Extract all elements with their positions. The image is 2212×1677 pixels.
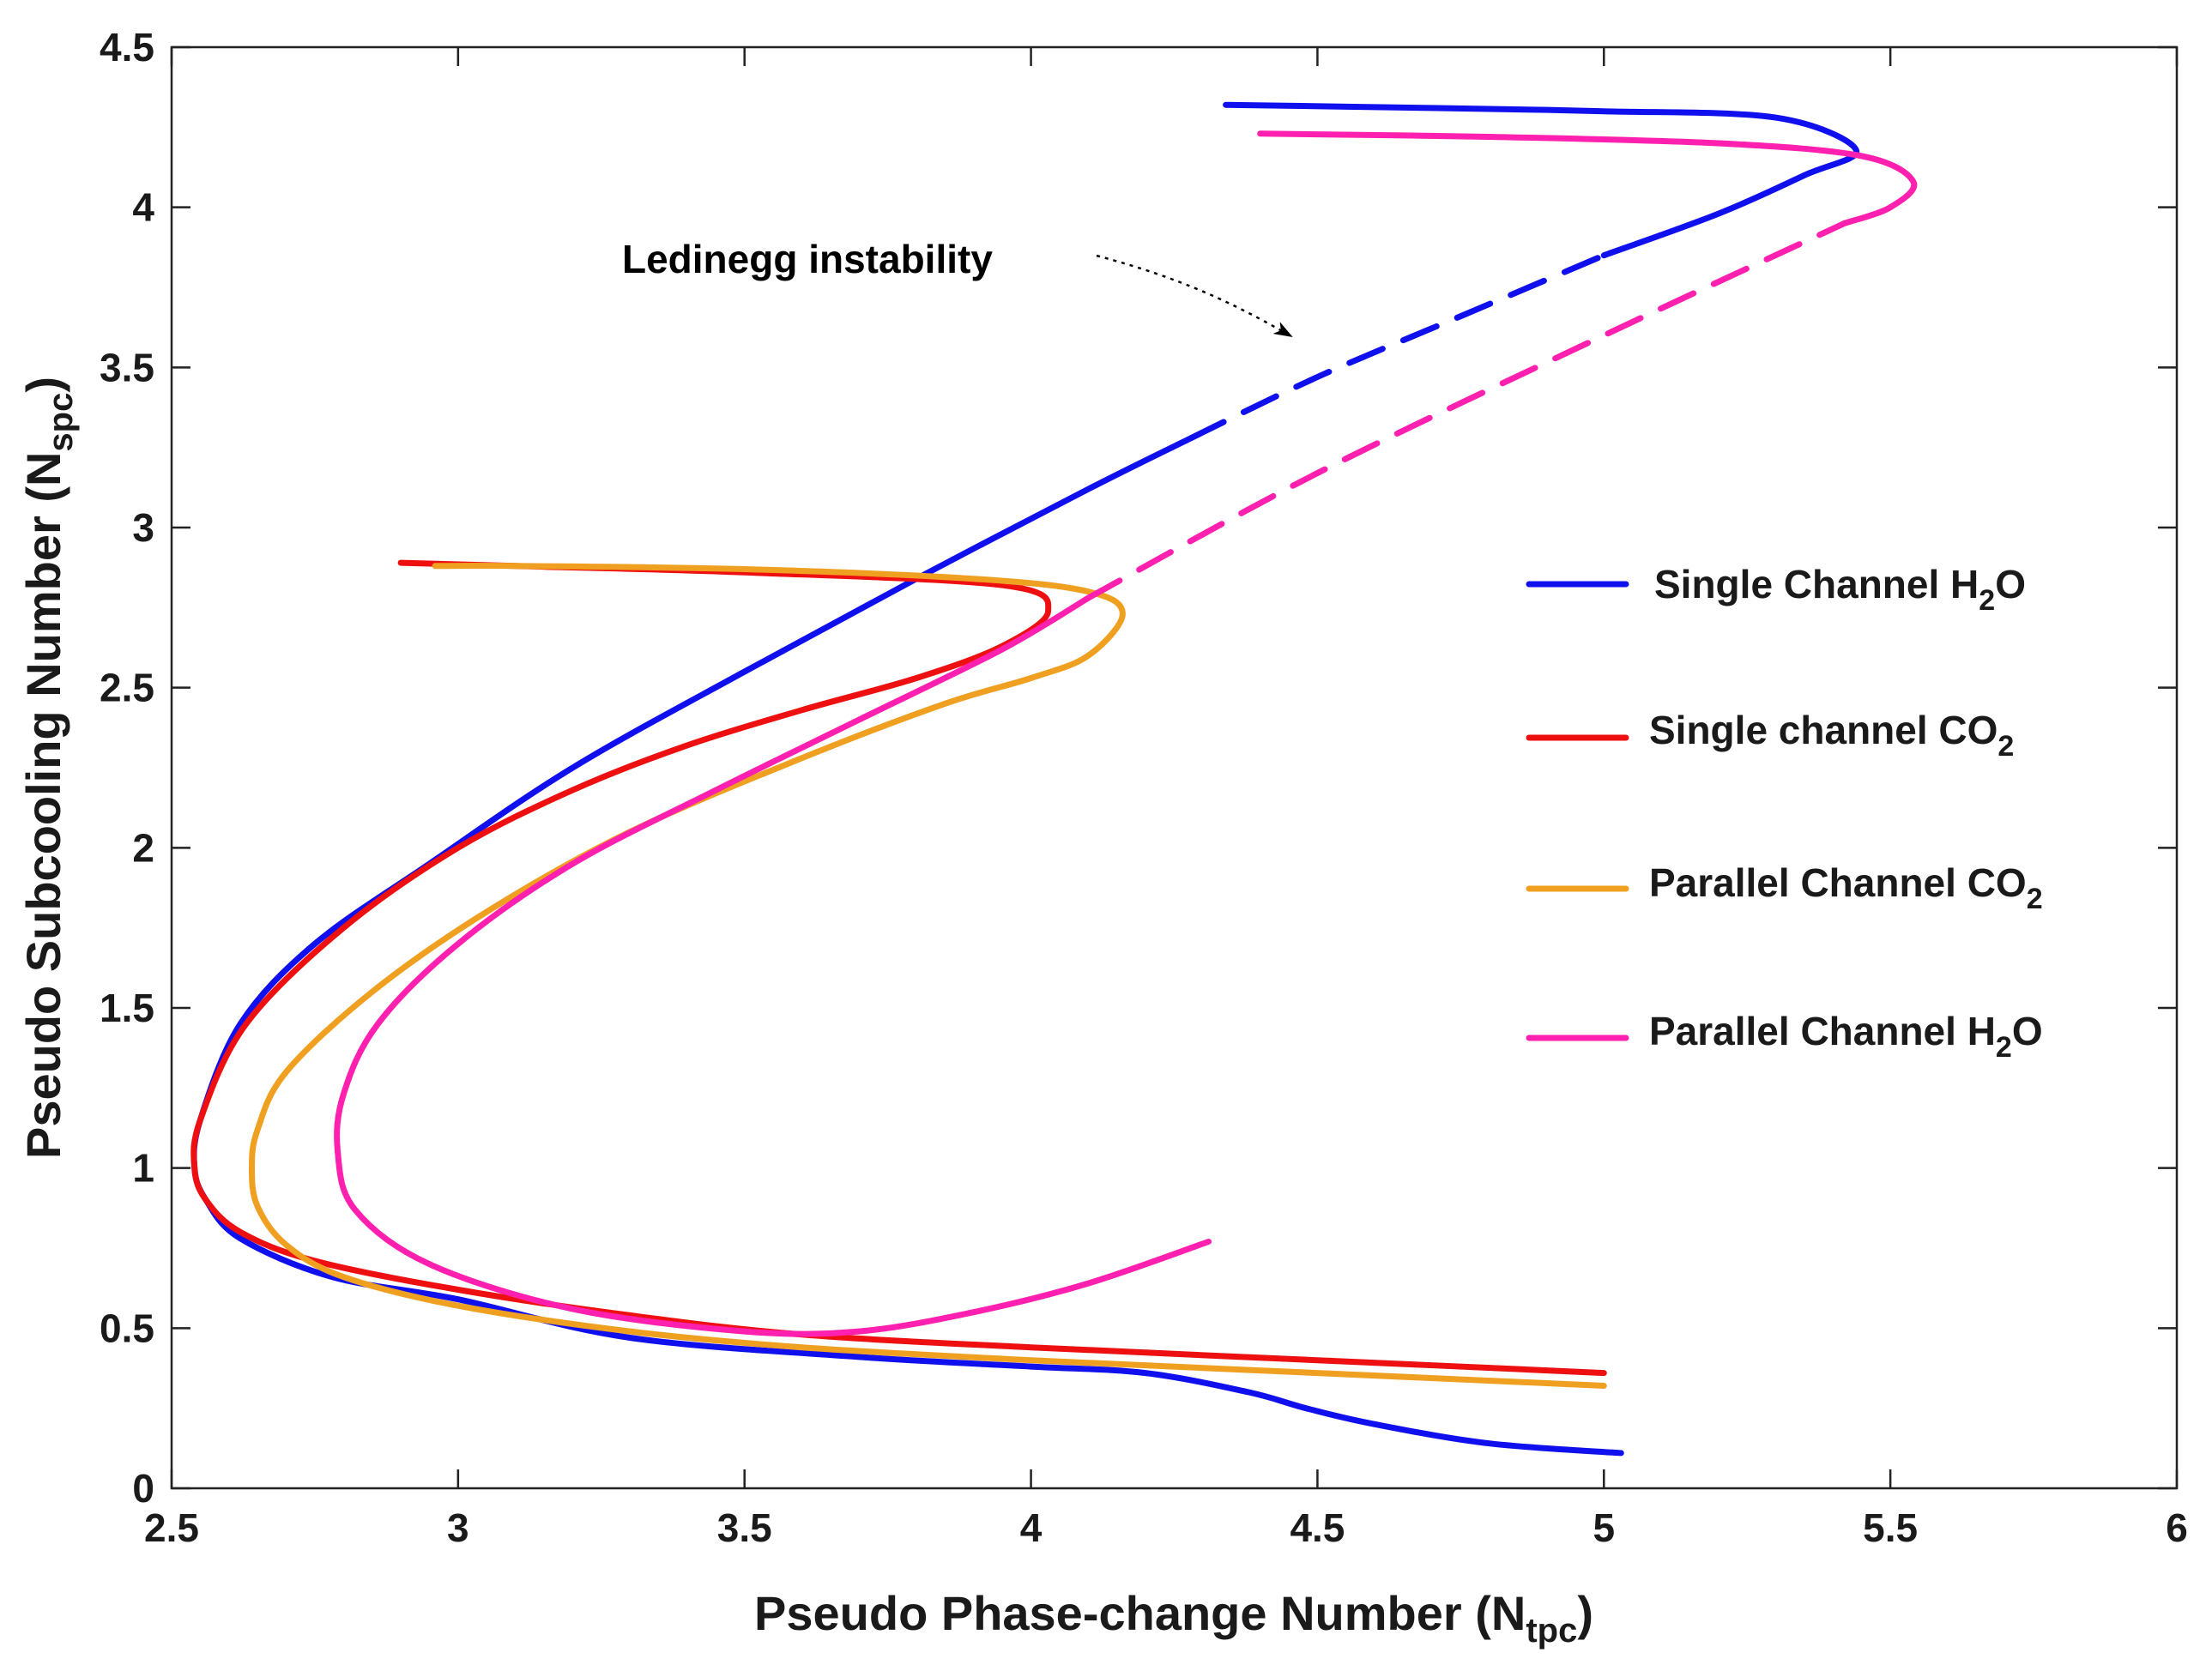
y-tick-label: 1: [132, 1146, 154, 1191]
x-axis-label-sub: tpc: [1526, 1612, 1577, 1650]
x-axis-label-close: ): [1577, 1586, 1593, 1640]
x-axis-label: Pseudo Phase-change Number (Ntpc): [754, 1586, 1593, 1650]
legend-label-2-sub: 2: [2027, 883, 2043, 915]
x-tick-label: 5: [1593, 1505, 1615, 1550]
series-3-segment-0: [334, 594, 1212, 1337]
series-1-segment-0: [190, 559, 1607, 1377]
y-tick-label: 2.5: [100, 666, 154, 710]
series-0-segment-1: [1188, 252, 1607, 441]
legend-label-1: Single channel CO2: [1649, 708, 2014, 763]
y-axis-ticks: 0 0.5 1 1.5 2 2.5 3 3.5 4 4.5: [100, 25, 2177, 1511]
y-axis-label-main: Pseudo Subcooling Number (N: [16, 452, 70, 1159]
y-tick-label: 3.5: [100, 345, 154, 389]
series-2: [249, 563, 1607, 1389]
x-tick-label: 4.5: [1290, 1505, 1345, 1550]
x-tick-label: 3.5: [717, 1505, 772, 1550]
legend-label-0-main: Single Channel H: [1654, 562, 1979, 606]
y-tick-label: 4.5: [100, 25, 154, 69]
legend-item-2: Parallel Channel CO2: [1526, 860, 2043, 915]
legend-label-3-sub: 2: [1996, 1031, 2012, 1064]
legend-label-1-sub: 2: [1997, 730, 2014, 763]
series-0: [190, 101, 1859, 1457]
series-0-segment-0: [190, 435, 1624, 1457]
x-axis-ticks: 2.5 3 3.5 4 4.5 5 5.5 6: [144, 47, 2188, 1550]
legend-item-0: Single Channel H2O: [1526, 562, 2026, 617]
legend-label-0: Single Channel H2O: [1654, 562, 2026, 617]
plot-area: [170, 45, 2179, 1490]
x-tick-label: 3: [447, 1505, 469, 1550]
legend-item-3: Parallel Channel H2O: [1526, 1009, 2043, 1064]
annotation-ledinegg: Ledinegg instability: [622, 237, 993, 281]
y-tick-label: 0: [132, 1466, 154, 1511]
x-tick-label: 5.5: [1863, 1505, 1918, 1550]
series-1: [190, 559, 1607, 1377]
legend-label-3-main: Parallel Channel H: [1649, 1009, 1996, 1053]
legend-item-1: Single channel CO2: [1526, 708, 2014, 763]
y-tick-label: 2: [132, 825, 154, 870]
x-axis-label-main: Pseudo Phase-change Number (N: [754, 1586, 1526, 1640]
series-3-segment-1: [1085, 220, 1848, 601]
legend-label-3-tail: O: [2012, 1009, 2043, 1053]
y-tick-label: 4: [132, 185, 154, 230]
y-tick-label: 1.5: [100, 986, 154, 1030]
legend: Single Channel H2O Single channel CO2 Pa…: [1526, 562, 2043, 1064]
y-tick-label: 0.5: [100, 1306, 154, 1350]
legend-label-2-main: Parallel Channel CO: [1649, 860, 2027, 905]
legend-label-2: Parallel Channel CO2: [1649, 860, 2043, 915]
x-tick-label: 4: [1020, 1505, 1043, 1550]
legend-label-1-main: Single channel CO: [1649, 708, 1997, 752]
x-tick-label: 2.5: [144, 1505, 199, 1550]
y-tick-label: 3: [132, 505, 154, 550]
series-layer: [190, 101, 1918, 1457]
y-axis-label-sub: spc: [42, 393, 80, 452]
series-3-segment-2: [1257, 130, 1918, 226]
legend-label-3: Parallel Channel H2O: [1649, 1009, 2043, 1064]
legend-label-0-tail: O: [1995, 562, 2026, 606]
y-axis-label: Pseudo Subcooling Number (Nspc): [16, 377, 80, 1159]
y-axis-label-close: ): [16, 377, 70, 393]
series-2-segment-0: [249, 563, 1607, 1389]
legend-label-0-sub: 2: [1979, 584, 1995, 617]
x-tick-label: 6: [2166, 1505, 2188, 1550]
series-0-segment-2: [1223, 101, 1859, 259]
series-3: [334, 130, 1918, 1337]
